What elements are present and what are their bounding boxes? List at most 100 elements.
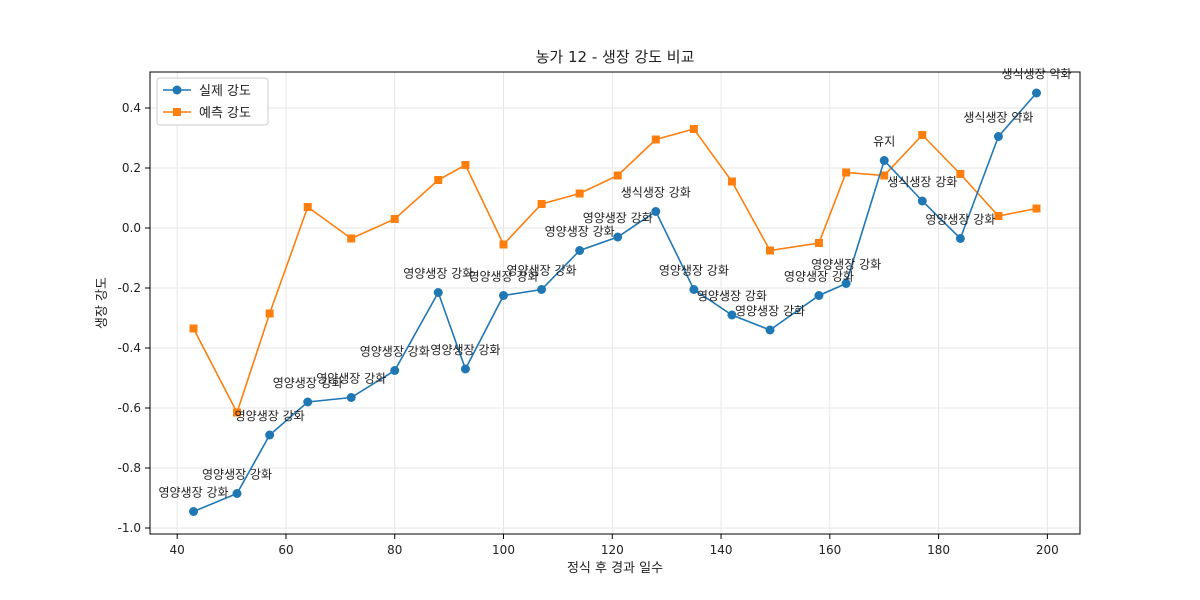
- grid: [150, 72, 1080, 534]
- actual-point: [575, 246, 585, 255]
- x-tick-label: 180: [927, 543, 950, 557]
- point-annotation: 영양생장 강화: [925, 213, 995, 227]
- x-tick-label: 160: [818, 543, 841, 557]
- predicted-point: [727, 177, 736, 186]
- point-annotation: 영양생장 강화: [545, 225, 615, 239]
- x-tick-label: 120: [601, 543, 624, 557]
- actual-point: [460, 364, 470, 374]
- point-annotation: 영양생장 강화: [784, 270, 854, 284]
- point-annotation: 생식생장 약화: [1001, 66, 1071, 81]
- predicted-point: [434, 176, 443, 184]
- actual-point: [841, 279, 851, 288]
- predicted-point: [233, 408, 242, 417]
- x-tick-label: 40: [170, 543, 185, 557]
- y-tick-label: 0.2: [122, 161, 141, 175]
- y-tick-label: -0.6: [118, 401, 141, 415]
- predicted-point: [814, 239, 823, 247]
- legend-label: 실제 강도: [199, 84, 251, 99]
- axis-ticks: 40 60 80 100 120 140 160 180 200 -1.0 -0.8 -0.6 -0.4…: [118, 101, 1059, 557]
- point-annotation: 영양생장 강화: [202, 468, 272, 482]
- predicted-point: [842, 168, 851, 177]
- actual-point: [1031, 88, 1041, 98]
- plot-area-frame: [149, 71, 1081, 535]
- point-annotation: 영양생장 강화: [583, 211, 653, 225]
- actual-point: [689, 285, 699, 294]
- legend-label: 예측 강도: [199, 106, 251, 121]
- chart-title: 농가 12 - 생장 강도 비교: [536, 48, 695, 66]
- legend-marker-circle: [172, 85, 182, 95]
- actual-point: [651, 207, 661, 216]
- actual-point: [499, 291, 509, 300]
- legend-marker-square: [173, 108, 181, 116]
- predicted-point: [303, 203, 312, 211]
- point-annotation: 영양생장 강화: [697, 289, 767, 303]
- point-annotation: 영양생장 강화: [235, 409, 305, 423]
- predicted-point: [918, 131, 927, 139]
- x-tick-label: 80: [387, 543, 402, 557]
- predicted-point: [766, 246, 774, 255]
- point-annotation: 영양생장 강화: [273, 376, 343, 390]
- actual-point: [303, 397, 313, 407]
- predicted-point: [613, 171, 622, 180]
- actual-point: [993, 132, 1003, 141]
- predicted-point: [390, 215, 399, 223]
- actual-point: [232, 489, 242, 498]
- predicted-point: [651, 135, 660, 144]
- y-tick-label: -0.2: [118, 281, 141, 295]
- point-annotation: 영양생장 강화: [659, 264, 729, 278]
- predicted-point: [189, 324, 198, 333]
- y-tick-label: -1.0: [118, 521, 141, 535]
- actual-point: [727, 310, 737, 320]
- point-annotation: 생식생장 약화: [963, 110, 1033, 125]
- predicted-point: [347, 234, 356, 243]
- point-annotation: 영양생장 강화: [735, 304, 805, 318]
- predicted-point: [1032, 204, 1041, 213]
- actual-point: [765, 325, 775, 335]
- y-axis-label: 생장 강도: [95, 277, 110, 329]
- actual-point: [917, 196, 927, 206]
- x-tick-label: 200: [1036, 543, 1059, 557]
- y-tick-label: -0.8: [118, 461, 141, 475]
- predicted-point: [956, 170, 965, 178]
- predicted-point: [265, 309, 274, 318]
- actual-point: [879, 156, 889, 165]
- actual-point: [433, 288, 443, 297]
- x-tick-label: 60: [278, 543, 293, 557]
- y-tick-label: 0.4: [122, 101, 141, 115]
- actual-point: [613, 232, 623, 242]
- x-axis-label: 정식 후 경과 일수: [567, 561, 663, 576]
- actual-point: [955, 234, 965, 243]
- actual-point: [265, 430, 275, 440]
- predicted-point: [689, 125, 698, 133]
- point-annotation: 생식생장 강화: [887, 175, 957, 189]
- point-annotation: 영양생장 강화: [811, 258, 881, 272]
- point-annotation: 영양생장 강화: [403, 267, 473, 281]
- predicted-point: [994, 212, 1003, 220]
- x-tick-label: 140: [710, 543, 733, 557]
- series-layer: [189, 88, 1041, 516]
- x-tick-label: 100: [492, 543, 515, 557]
- y-tick-label: 0.0: [122, 221, 141, 235]
- actual-point: [390, 366, 400, 375]
- predicted-point: [499, 240, 508, 249]
- point-annotation: 영양생장 강화: [316, 372, 386, 386]
- y-tick-label: -0.4: [118, 341, 141, 355]
- actual-point: [814, 291, 824, 300]
- actual-point: [346, 393, 356, 402]
- predicted-point: [880, 171, 889, 180]
- predicted-point: [461, 161, 470, 169]
- point-annotation: 생식생장 강화: [621, 186, 691, 200]
- predicted-point: [575, 189, 584, 198]
- point-annotation: 영양생장 강화: [360, 345, 430, 359]
- predicted-point: [537, 200, 546, 208]
- actual-point: [189, 507, 199, 516]
- series-1-group: [189, 125, 1041, 417]
- point-annotation: 영양생장 강화: [430, 343, 500, 357]
- point-annotation: 영양생장 강화: [468, 270, 538, 284]
- point-annotation: 영양생장 강화: [507, 264, 577, 278]
- series-0-group: [189, 88, 1041, 516]
- point-annotation: 영양생장 강화: [158, 486, 228, 500]
